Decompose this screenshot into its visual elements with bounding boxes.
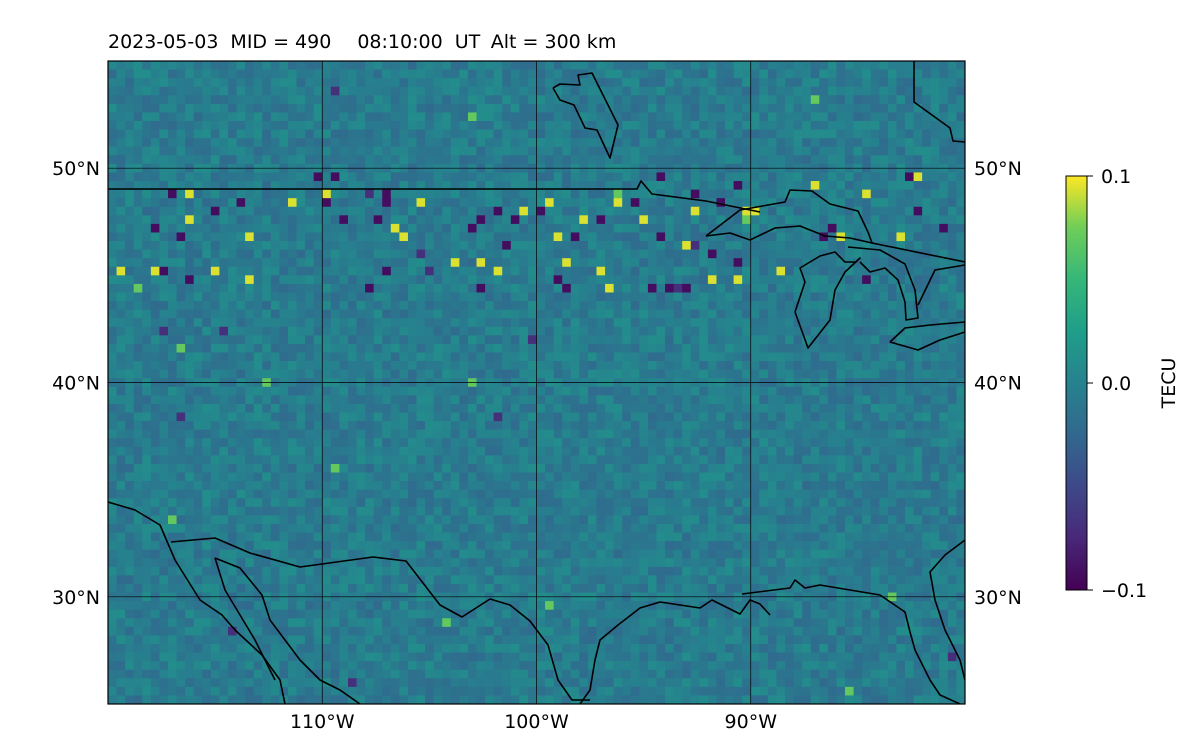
lon-tick-label: 100°W <box>504 711 569 733</box>
lat-tick-label-left: 30°N <box>52 587 100 609</box>
lake-michigan <box>794 251 861 349</box>
lat-tick-label-right: 40°N <box>974 373 1022 395</box>
coastlines <box>108 61 965 704</box>
colorbar-tick-label: 0.1 <box>1101 166 1131 188</box>
lake-ontario <box>917 264 965 306</box>
lat-tick-label-left: 50°N <box>52 158 100 180</box>
colorbar-tick-label: 0.0 <box>1101 373 1131 395</box>
lake-erie <box>889 321 965 351</box>
lake-superior <box>705 189 873 244</box>
baja-peninsula <box>214 557 361 704</box>
colorbar-label: TECU <box>1158 358 1180 410</box>
lat-tick-label-right: 50°N <box>974 158 1022 180</box>
atlantic-coast <box>929 539 965 681</box>
lat-tick-label-right: 30°N <box>974 587 1022 609</box>
map-title: 2023-05-03 MID = 490 08:10:00 UT Alt = 300 … <box>108 31 616 53</box>
quebec-coast <box>913 61 965 143</box>
us-canada-border <box>108 180 761 213</box>
gulf-of-california <box>214 557 276 681</box>
gulf-coast-east <box>741 579 961 704</box>
lon-tick-label: 110°W <box>290 711 355 733</box>
colorbar-ticks: 0.1 0.0 −0.1 <box>1087 166 1147 602</box>
map-frame <box>107 60 966 705</box>
colorbar-tick-label: −0.1 <box>1101 580 1147 602</box>
colorbar-gradient <box>1065 175 1088 591</box>
great-lakes-connector <box>871 242 965 263</box>
us-mexico-border <box>170 537 590 701</box>
axis-tick-labels: 50°N 50°N 40°N 40°N 30°N 30°N 110°W 100°W 90°W <box>52 158 1022 733</box>
pacific-coast <box>108 501 286 704</box>
map-area <box>108 61 965 704</box>
james-bay-coast <box>552 72 619 159</box>
lon-tick-label: 90°W <box>725 711 778 733</box>
lat-tick-label-left: 40°N <box>52 373 100 395</box>
tec-heatmap <box>108 61 965 704</box>
colorbar: 0.1 0.0 −0.1 TECU <box>1065 166 1180 602</box>
gulf-coast-texas <box>579 599 771 704</box>
lake-huron <box>847 246 919 321</box>
gridlines <box>108 61 965 704</box>
